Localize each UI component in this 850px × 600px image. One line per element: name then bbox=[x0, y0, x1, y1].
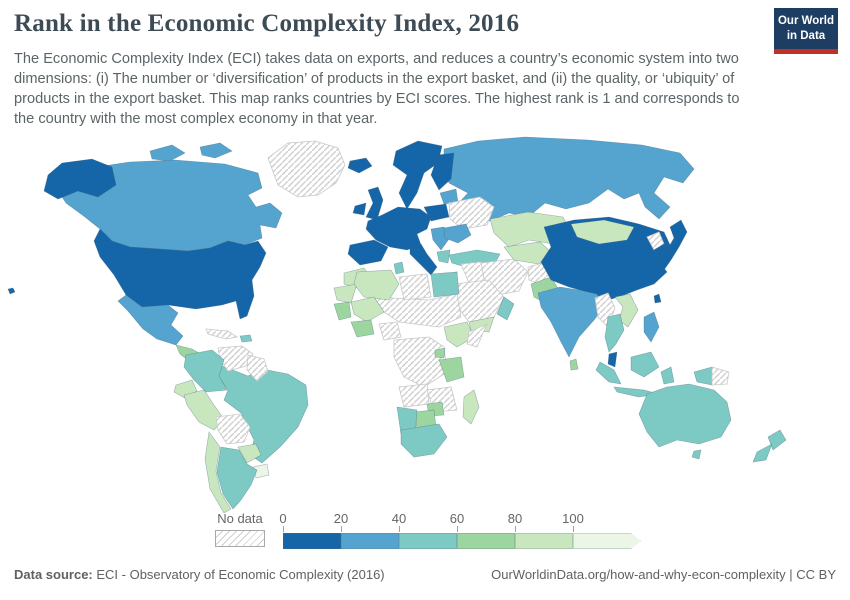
legend-tickmark bbox=[457, 526, 458, 532]
country-canadian-arctic[interactable] bbox=[149, 142, 233, 162]
country-algeria[interactable] bbox=[353, 269, 400, 301]
country-belarus-ukraine[interactable] bbox=[448, 196, 495, 230]
country-thailand[interactable] bbox=[604, 313, 625, 353]
legend-tick-40: 40 bbox=[391, 511, 407, 526]
country-colombia[interactable] bbox=[183, 349, 228, 393]
country-chile[interactable] bbox=[204, 431, 232, 514]
country-oman[interactable] bbox=[496, 296, 515, 321]
country-denmark[interactable] bbox=[404, 208, 415, 220]
country-cuba[interactable] bbox=[205, 328, 239, 340]
legend-segment-60-80[interactable] bbox=[457, 533, 515, 549]
legend-segment-100-plus[interactable] bbox=[573, 533, 641, 549]
legend-tick-60: 60 bbox=[449, 511, 465, 526]
owid-logo-line2: in Data bbox=[786, 29, 826, 42]
legend-tick-80: 80 bbox=[507, 511, 523, 526]
country-uganda[interactable] bbox=[434, 347, 446, 359]
country-ivory-coast-ghana[interactable] bbox=[350, 319, 375, 338]
country-united-kingdom[interactable] bbox=[365, 186, 384, 221]
country-tasmania[interactable] bbox=[691, 449, 702, 460]
country-papua-new-guinea[interactable] bbox=[711, 366, 730, 386]
country-west-papua[interactable] bbox=[693, 366, 713, 386]
country-south-africa[interactable] bbox=[400, 423, 448, 458]
data-source-text: ECI - Observatory of Economic Complexity… bbox=[92, 567, 385, 582]
country-western-europe[interactable] bbox=[365, 206, 432, 251]
country-ireland[interactable] bbox=[352, 202, 367, 216]
country-australia[interactable] bbox=[638, 383, 732, 448]
country-philippines[interactable] bbox=[643, 311, 660, 343]
page-title: Rank in the Economic Complexity Index, 2… bbox=[14, 10, 520, 37]
country-sulawesi[interactable] bbox=[660, 366, 675, 385]
country-sahel[interactable] bbox=[373, 293, 462, 328]
legend-tickmark bbox=[341, 526, 342, 532]
country-romania-bulgaria[interactable] bbox=[443, 223, 472, 244]
country-japan[interactable] bbox=[656, 219, 688, 271]
country-hawaii[interactable] bbox=[7, 287, 16, 295]
country-iceland[interactable] bbox=[347, 157, 373, 174]
country-argentina[interactable] bbox=[216, 446, 258, 510]
country-tanzania[interactable] bbox=[438, 356, 465, 383]
legend-no-data-swatch[interactable] bbox=[215, 530, 265, 547]
country-tunisia[interactable] bbox=[393, 261, 405, 275]
owid-url-link[interactable]: OurWorldinData.org/how-and-why-econ-comp… bbox=[491, 567, 836, 582]
country-drc-central-africa[interactable] bbox=[393, 336, 448, 388]
legend-tick-100: 100 bbox=[562, 511, 584, 526]
country-senegal-guinea[interactable] bbox=[333, 301, 352, 321]
country-china[interactable] bbox=[540, 216, 672, 303]
country-mali[interactable] bbox=[350, 296, 385, 323]
country-madagascar[interactable] bbox=[462, 389, 480, 425]
country-mauritania[interactable] bbox=[333, 283, 358, 304]
country-mexico[interactable] bbox=[117, 294, 184, 346]
legend-tickmark bbox=[399, 526, 400, 532]
data-source-label: Data source: bbox=[14, 567, 93, 582]
owid-logo: Our World in Data bbox=[774, 8, 838, 54]
country-angola[interactable] bbox=[398, 383, 430, 408]
country-greenland[interactable] bbox=[267, 140, 346, 198]
legend-segments bbox=[283, 533, 641, 549]
legend-segment-40-60[interactable] bbox=[399, 533, 457, 549]
legend-tickmark bbox=[283, 526, 284, 532]
country-spain-portugal[interactable] bbox=[347, 239, 389, 266]
world-map bbox=[7, 136, 787, 514]
country-alaska[interactable] bbox=[43, 158, 117, 200]
legend-segment-0-20[interactable] bbox=[283, 533, 341, 549]
country-yemen[interactable] bbox=[468, 316, 495, 333]
legend-tick-0: 0 bbox=[279, 511, 287, 526]
country-norway-sweden[interactable] bbox=[392, 140, 443, 210]
legend-no-data: No data bbox=[214, 511, 266, 547]
legend-tickmark bbox=[515, 526, 516, 532]
country-ethiopia[interactable] bbox=[443, 321, 475, 348]
country-finland[interactable] bbox=[430, 152, 455, 191]
country-nigeria[interactable] bbox=[378, 321, 402, 341]
legend-segment-20-40[interactable] bbox=[341, 533, 399, 549]
owid-logo-line1: Our World bbox=[777, 15, 834, 28]
country-guyanas[interactable] bbox=[246, 354, 269, 382]
country-taiwan[interactable] bbox=[653, 293, 662, 304]
legend-tick-20: 20 bbox=[333, 511, 349, 526]
country-india[interactable] bbox=[537, 286, 605, 358]
country-new-zealand-south[interactable] bbox=[752, 443, 773, 463]
chart-subtitle: The Economic Complexity Index (ECI) take… bbox=[14, 51, 740, 127]
legend-color-scale: 0 20 40 60 80 100 bbox=[279, 511, 655, 551]
country-greece[interactable] bbox=[436, 249, 451, 264]
legend-segment-80-100[interactable] bbox=[515, 533, 573, 549]
country-somalia[interactable] bbox=[466, 323, 488, 348]
country-libya[interactable] bbox=[398, 273, 432, 301]
data-source-line: Data source: ECI - Observatory of Econom… bbox=[14, 567, 385, 582]
country-egypt[interactable] bbox=[430, 271, 460, 298]
legend-tickmark bbox=[573, 526, 574, 532]
country-dominican-republic[interactable] bbox=[239, 334, 253, 343]
country-borneo[interactable] bbox=[630, 351, 660, 378]
country-italy[interactable] bbox=[409, 243, 438, 276]
country-bolivia[interactable] bbox=[215, 413, 251, 445]
chart-footer: Data source: ECI - Observatory of Econom… bbox=[14, 567, 836, 582]
country-paraguay[interactable] bbox=[237, 443, 262, 464]
country-mongolia[interactable] bbox=[570, 219, 635, 245]
country-sri-lanka[interactable] bbox=[569, 358, 579, 371]
country-sumatra[interactable] bbox=[595, 361, 622, 385]
country-malaysia[interactable] bbox=[607, 351, 618, 368]
legend-no-data-label: No data bbox=[217, 511, 263, 526]
